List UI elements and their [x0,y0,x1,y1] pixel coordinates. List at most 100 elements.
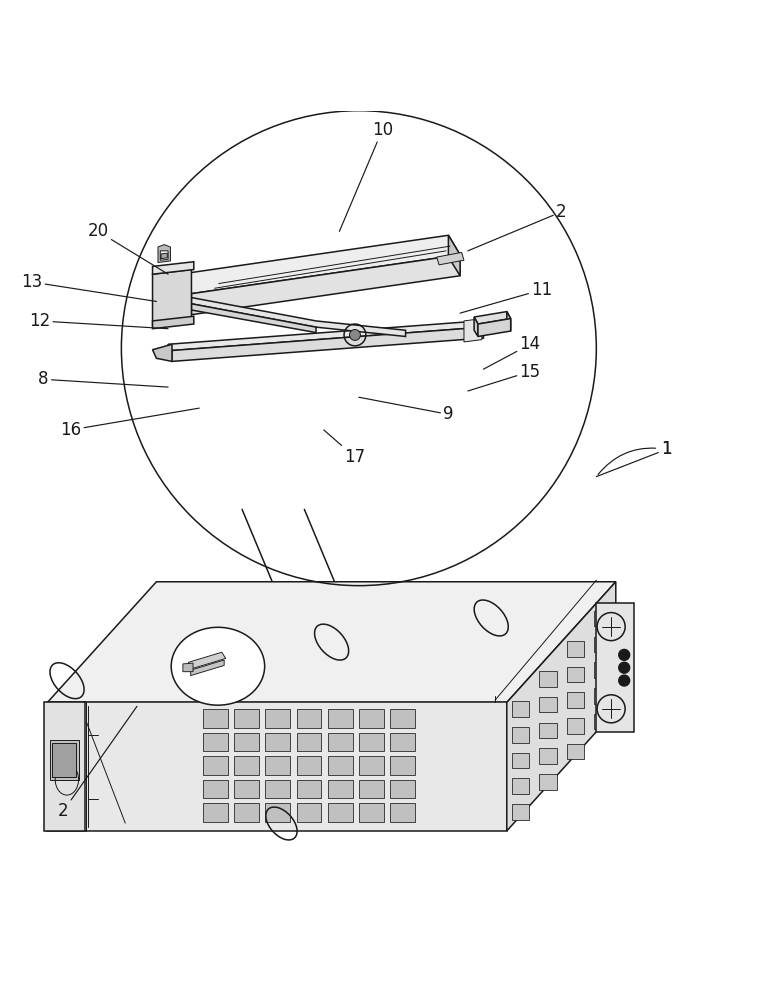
Polygon shape [234,709,259,728]
Circle shape [619,675,629,686]
Polygon shape [594,611,611,626]
Polygon shape [265,780,290,798]
Polygon shape [48,582,615,702]
Polygon shape [328,733,353,751]
Polygon shape [390,709,415,728]
Polygon shape [296,803,321,822]
Polygon shape [172,327,484,361]
Circle shape [619,662,629,673]
Polygon shape [567,667,584,682]
Polygon shape [328,709,353,728]
Polygon shape [567,718,584,734]
Ellipse shape [172,627,264,705]
Polygon shape [191,298,406,336]
Polygon shape [359,733,384,751]
Polygon shape [328,803,353,822]
Text: 1: 1 [598,440,672,474]
Polygon shape [594,662,611,678]
Polygon shape [464,319,482,342]
Polygon shape [540,748,557,764]
Circle shape [619,649,629,660]
Text: 11: 11 [460,281,552,313]
Polygon shape [390,780,415,798]
Polygon shape [359,756,384,775]
Polygon shape [596,603,633,732]
Polygon shape [594,637,611,652]
Polygon shape [153,344,172,361]
Polygon shape [153,316,193,329]
Polygon shape [190,660,224,676]
Polygon shape [594,714,611,729]
Text: 2: 2 [58,706,137,820]
Polygon shape [540,723,557,738]
Text: 14: 14 [484,335,541,369]
Polygon shape [234,780,259,798]
Polygon shape [328,756,353,775]
Polygon shape [507,582,615,831]
Polygon shape [44,702,85,831]
Polygon shape [265,709,290,728]
Polygon shape [567,744,584,759]
Polygon shape [359,709,384,728]
Polygon shape [265,733,290,751]
Polygon shape [390,803,415,822]
Polygon shape [567,692,584,708]
Polygon shape [474,312,511,324]
Polygon shape [296,780,321,798]
Polygon shape [179,274,191,315]
Polygon shape [359,780,384,798]
Polygon shape [512,727,530,743]
Text: 16: 16 [60,408,199,439]
Polygon shape [296,756,321,775]
Polygon shape [567,641,584,657]
Polygon shape [52,743,76,777]
Polygon shape [48,702,507,831]
Polygon shape [512,778,530,794]
Circle shape [349,329,360,340]
Polygon shape [265,803,290,822]
Text: 8: 8 [38,370,168,388]
Polygon shape [512,701,530,717]
Polygon shape [168,321,484,351]
Text: 2: 2 [468,203,566,251]
Text: 10: 10 [339,121,393,231]
Polygon shape [203,756,228,775]
Polygon shape [390,733,415,751]
Polygon shape [234,756,259,775]
Polygon shape [512,804,530,820]
Polygon shape [203,709,228,728]
Polygon shape [540,697,557,712]
Text: 13: 13 [21,273,157,301]
Polygon shape [203,780,228,798]
Polygon shape [478,319,511,336]
Polygon shape [158,245,171,263]
Polygon shape [265,756,290,775]
Polygon shape [437,252,464,265]
Polygon shape [50,740,79,780]
Text: 1: 1 [597,440,672,477]
Polygon shape [161,253,168,259]
Polygon shape [203,733,228,751]
Polygon shape [188,652,225,669]
Polygon shape [594,688,611,704]
Polygon shape [474,317,478,336]
Polygon shape [234,803,259,822]
Text: 20: 20 [87,222,168,274]
Polygon shape [203,803,228,822]
Polygon shape [540,774,557,790]
Text: 12: 12 [29,312,168,330]
Polygon shape [191,255,460,315]
Polygon shape [183,663,193,672]
Text: 15: 15 [468,363,541,391]
Polygon shape [153,262,193,274]
Polygon shape [448,235,460,276]
Polygon shape [296,733,321,751]
Polygon shape [168,344,172,361]
Polygon shape [179,235,460,294]
Polygon shape [328,780,353,798]
Polygon shape [359,803,384,822]
Polygon shape [191,304,316,333]
Polygon shape [507,312,511,331]
Polygon shape [512,753,530,768]
Polygon shape [296,709,321,728]
